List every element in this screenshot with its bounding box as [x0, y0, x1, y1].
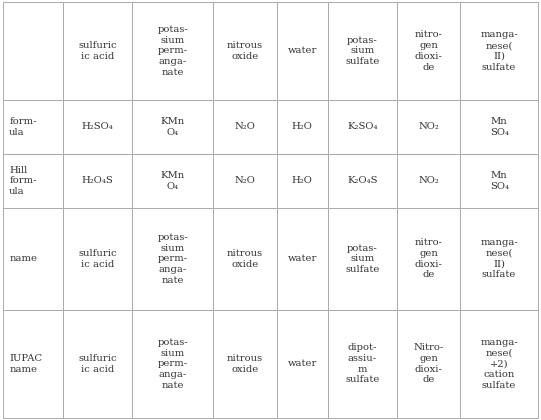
Bar — [397, 100, 460, 154]
Text: KMn
O₄: KMn O₄ — [161, 117, 185, 137]
Bar — [460, 154, 538, 208]
Text: form-
ula: form- ula — [9, 117, 37, 137]
Text: water: water — [287, 360, 317, 368]
Bar — [276, 2, 328, 100]
Bar — [3, 154, 63, 208]
Bar — [397, 310, 460, 418]
Bar — [397, 2, 460, 100]
Text: potas-
sium
perm-
anga-
nate: potas- sium perm- anga- nate — [157, 233, 188, 285]
Text: potas-
sium
perm-
anga-
nate: potas- sium perm- anga- nate — [157, 338, 188, 390]
Bar — [213, 208, 276, 310]
Text: name: name — [9, 255, 37, 263]
Text: K₂O₄S: K₂O₄S — [347, 176, 378, 185]
Text: sulfuric
ic acid: sulfuric ic acid — [78, 354, 117, 374]
Text: nitro-
gen
dioxi-
de: nitro- gen dioxi- de — [414, 238, 443, 279]
Bar — [276, 154, 328, 208]
Text: H₂O: H₂O — [292, 122, 313, 131]
Text: nitrous
oxide: nitrous oxide — [227, 354, 263, 374]
Bar — [63, 208, 132, 310]
Text: dipot-
assiu-
m
sulfate: dipot- assiu- m sulfate — [345, 343, 379, 384]
Text: Mn
SO₄: Mn SO₄ — [490, 171, 509, 191]
Text: nitrous
oxide: nitrous oxide — [227, 249, 263, 269]
Bar — [63, 100, 132, 154]
Bar — [460, 100, 538, 154]
Text: nitro-
gen
dioxi-
de: nitro- gen dioxi- de — [414, 30, 443, 71]
Text: N₂O: N₂O — [234, 176, 255, 185]
Bar — [276, 310, 328, 418]
Bar — [132, 310, 213, 418]
Text: manga-
nese(
+2)
cation
sulfate: manga- nese( +2) cation sulfate — [480, 338, 518, 390]
Bar — [213, 154, 276, 208]
Bar — [3, 310, 63, 418]
Bar — [328, 208, 397, 310]
Bar — [276, 208, 328, 310]
Text: NO₂: NO₂ — [418, 122, 439, 131]
Text: N₂O: N₂O — [234, 122, 255, 131]
Text: NO₂: NO₂ — [418, 176, 439, 185]
Text: H₂O₄S: H₂O₄S — [82, 176, 114, 185]
Bar — [328, 2, 397, 100]
Text: potas-
sium
perm-
anga-
nate: potas- sium perm- anga- nate — [157, 25, 188, 77]
Bar — [63, 310, 132, 418]
Bar — [63, 2, 132, 100]
Bar — [132, 100, 213, 154]
Text: manga-
nese(
II)
sulfate: manga- nese( II) sulfate — [480, 30, 518, 71]
Bar — [328, 100, 397, 154]
Text: nitrous
oxide: nitrous oxide — [227, 41, 263, 61]
Bar — [3, 100, 63, 154]
Bar — [213, 100, 276, 154]
Text: H₂O: H₂O — [292, 176, 313, 185]
Text: manga-
nese(
II)
sulfate: manga- nese( II) sulfate — [480, 238, 518, 279]
Bar — [132, 2, 213, 100]
Text: IUPAC
name: IUPAC name — [9, 354, 42, 374]
Text: potas-
sium
sulfate: potas- sium sulfate — [345, 244, 379, 274]
Bar — [460, 2, 538, 100]
Bar — [213, 310, 276, 418]
Text: KMn
O₄: KMn O₄ — [161, 171, 185, 191]
Text: water: water — [287, 255, 317, 263]
Text: H₂SO₄: H₂SO₄ — [82, 122, 114, 131]
Text: Hill
form-
ula: Hill form- ula — [9, 165, 37, 196]
Bar — [132, 208, 213, 310]
Text: water: water — [287, 47, 317, 55]
Text: Nitro-
gen
dioxi-
de: Nitro- gen dioxi- de — [413, 343, 444, 384]
Text: sulfuric
ic acid: sulfuric ic acid — [78, 249, 117, 269]
Bar — [3, 208, 63, 310]
Text: sulfuric
ic acid: sulfuric ic acid — [78, 41, 117, 61]
Bar — [460, 310, 538, 418]
Bar — [3, 2, 63, 100]
Bar — [328, 154, 397, 208]
Bar — [397, 154, 460, 208]
Bar — [213, 2, 276, 100]
Bar — [460, 208, 538, 310]
Text: K₂SO₄: K₂SO₄ — [347, 122, 378, 131]
Bar — [276, 100, 328, 154]
Bar — [132, 154, 213, 208]
Bar — [63, 154, 132, 208]
Text: potas-
sium
sulfate: potas- sium sulfate — [345, 36, 379, 66]
Text: Mn
SO₄: Mn SO₄ — [490, 117, 509, 137]
Bar — [328, 310, 397, 418]
Bar — [397, 208, 460, 310]
